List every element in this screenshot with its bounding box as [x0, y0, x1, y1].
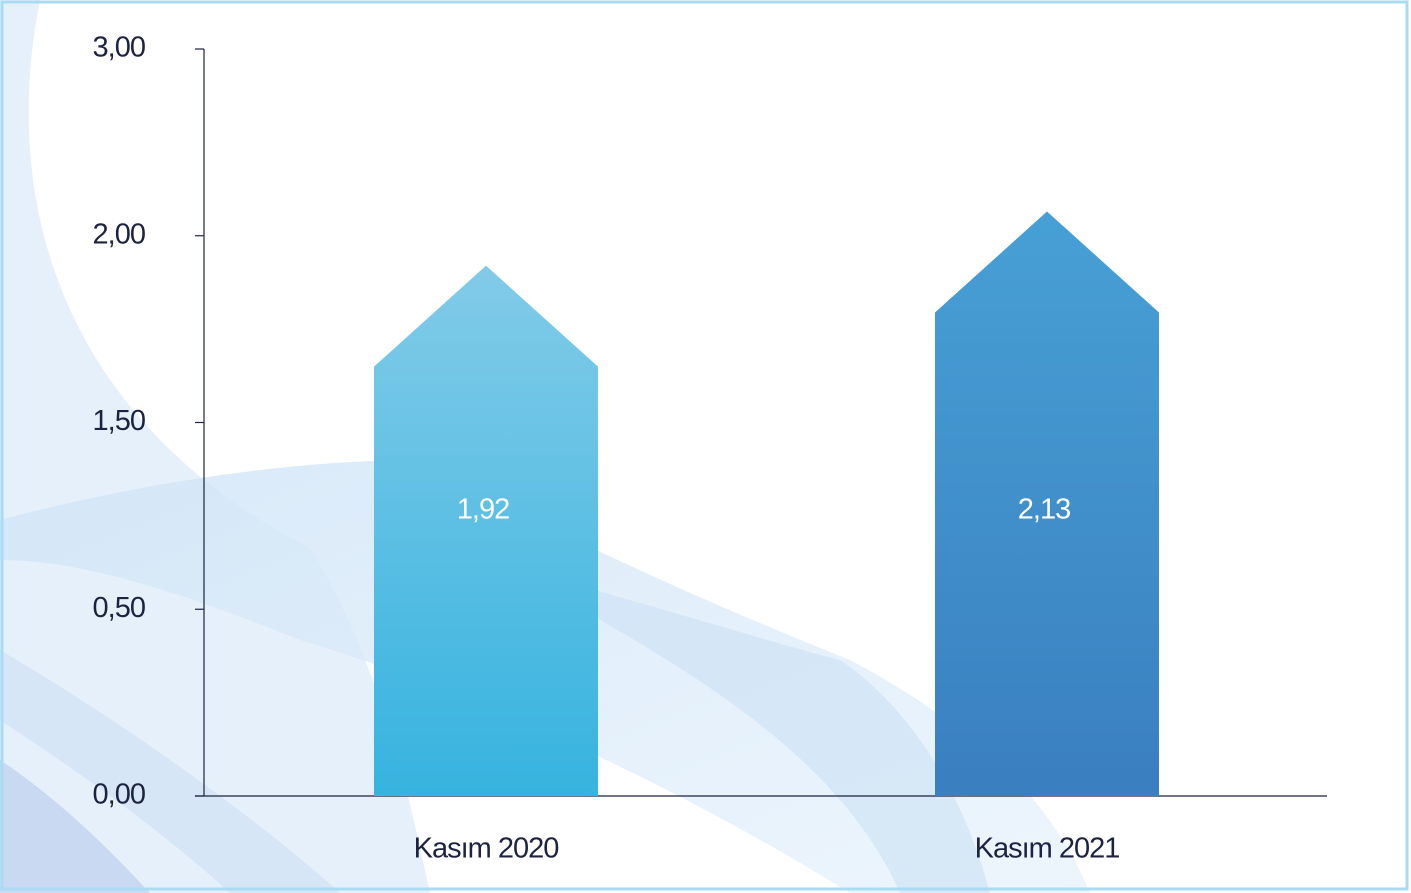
y-tick-label: 2,00: [93, 218, 145, 250]
x-tick-label: Kasım 2020: [414, 833, 559, 865]
value-label: 1,92: [457, 494, 509, 526]
y-tick-label: 0,50: [93, 592, 145, 624]
y-tick-label: 0,00: [93, 779, 145, 811]
x-tick-label: Kasım 2021: [975, 833, 1120, 865]
y-tick-label: 1,50: [93, 405, 145, 437]
value-label: 2,13: [1018, 494, 1070, 526]
bar: [935, 211, 1159, 796]
y-tick-label: 3,00: [93, 32, 145, 64]
bar: [374, 265, 598, 796]
